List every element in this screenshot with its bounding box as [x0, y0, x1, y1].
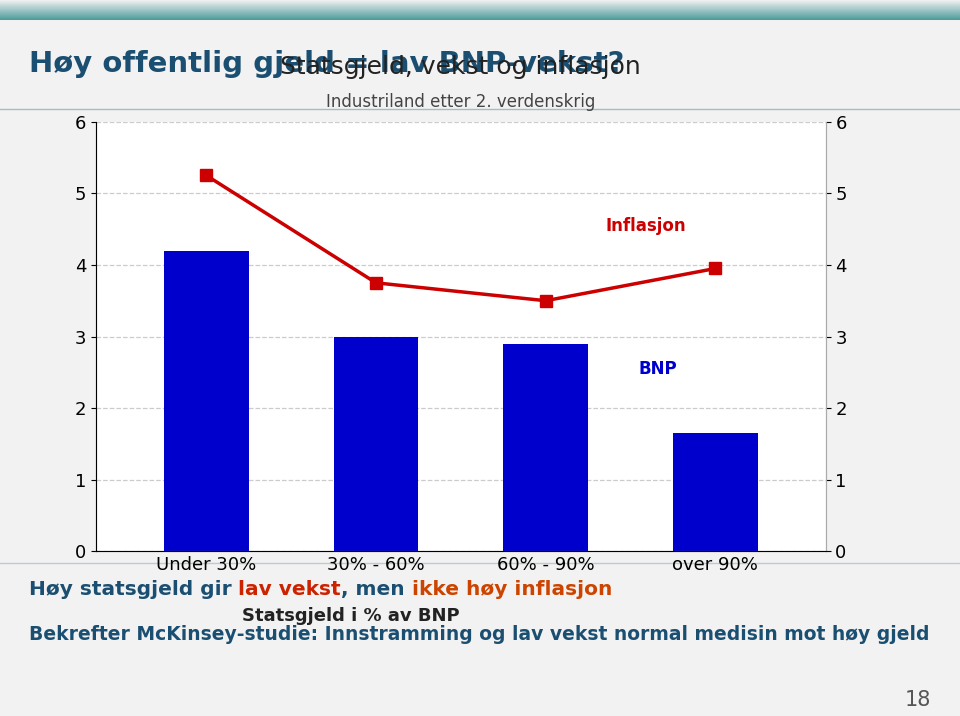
Text: Statsgjeld i % av BNP: Statsgjeld i % av BNP	[242, 607, 459, 625]
Text: lav vekst: lav vekst	[238, 581, 341, 599]
Text: Statsgjeld, vekst og inflasjon: Statsgjeld, vekst og inflasjon	[280, 54, 641, 79]
Bar	[673, 433, 757, 551]
Bar	[333, 337, 419, 551]
Text: Høy statsgjeld gir: Høy statsgjeld gir	[29, 581, 238, 599]
Text: 18: 18	[905, 690, 931, 710]
Text: Inflasjon: Inflasjon	[605, 216, 685, 235]
Text: ikke høy inflasjon: ikke høy inflasjon	[412, 581, 612, 599]
Bar	[503, 344, 588, 551]
Text: Bekrefter McKinsey-studie: Innstramming og lav vekst normal medisin mot høy gjel: Bekrefter McKinsey-studie: Innstramming …	[29, 624, 929, 644]
Text: BNP: BNP	[639, 359, 678, 378]
Text: Høy offentlig gjeld = lav BNP-vekst?: Høy offentlig gjeld = lav BNP-vekst?	[29, 50, 624, 78]
Text: Industriland etter 2. verdenskrig: Industriland etter 2. verdenskrig	[326, 93, 595, 111]
Bar	[164, 251, 249, 551]
Text: , men: , men	[341, 581, 412, 599]
